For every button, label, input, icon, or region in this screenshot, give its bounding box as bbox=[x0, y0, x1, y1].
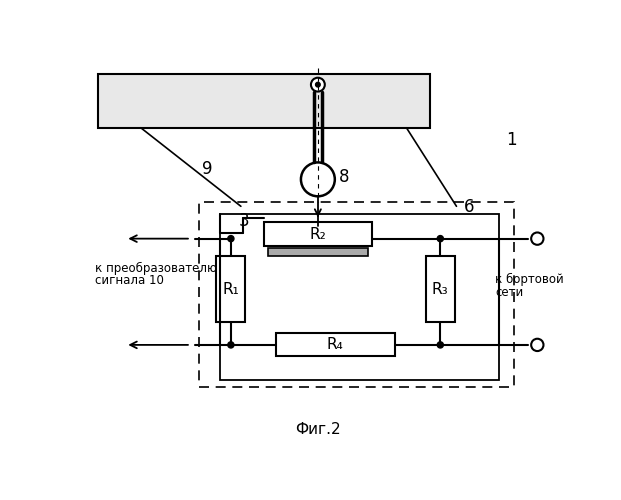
Bar bbox=[199, 202, 514, 387]
Circle shape bbox=[311, 78, 325, 92]
Circle shape bbox=[437, 236, 443, 242]
Text: R₃: R₃ bbox=[432, 282, 448, 296]
Circle shape bbox=[315, 82, 320, 87]
Bar bbox=[216, 256, 245, 322]
Bar bbox=[425, 256, 455, 322]
Circle shape bbox=[301, 162, 335, 196]
Circle shape bbox=[437, 342, 443, 348]
Circle shape bbox=[531, 338, 543, 351]
Text: 8: 8 bbox=[338, 168, 349, 186]
Bar bbox=[264, 222, 372, 246]
Bar bbox=[268, 248, 368, 256]
Circle shape bbox=[228, 236, 234, 242]
Text: 9: 9 bbox=[202, 160, 213, 178]
Text: R₁: R₁ bbox=[222, 282, 239, 296]
Bar bbox=[276, 334, 395, 356]
Text: 6: 6 bbox=[464, 198, 474, 216]
Text: к бортовой: к бортовой bbox=[495, 273, 564, 286]
Circle shape bbox=[228, 342, 234, 348]
Circle shape bbox=[531, 232, 543, 245]
Text: R₄: R₄ bbox=[327, 338, 343, 352]
Text: сигнала 10: сигнала 10 bbox=[94, 274, 163, 287]
Text: 1: 1 bbox=[507, 130, 517, 148]
Text: R₂: R₂ bbox=[309, 226, 326, 242]
Bar bbox=[220, 214, 499, 380]
Text: к преобразователю: к преобразователю bbox=[94, 262, 217, 275]
Text: 3: 3 bbox=[238, 212, 249, 230]
Bar bbox=[98, 74, 430, 128]
Text: Фиг.2: Фиг.2 bbox=[295, 422, 341, 437]
Text: сети: сети bbox=[495, 286, 524, 298]
